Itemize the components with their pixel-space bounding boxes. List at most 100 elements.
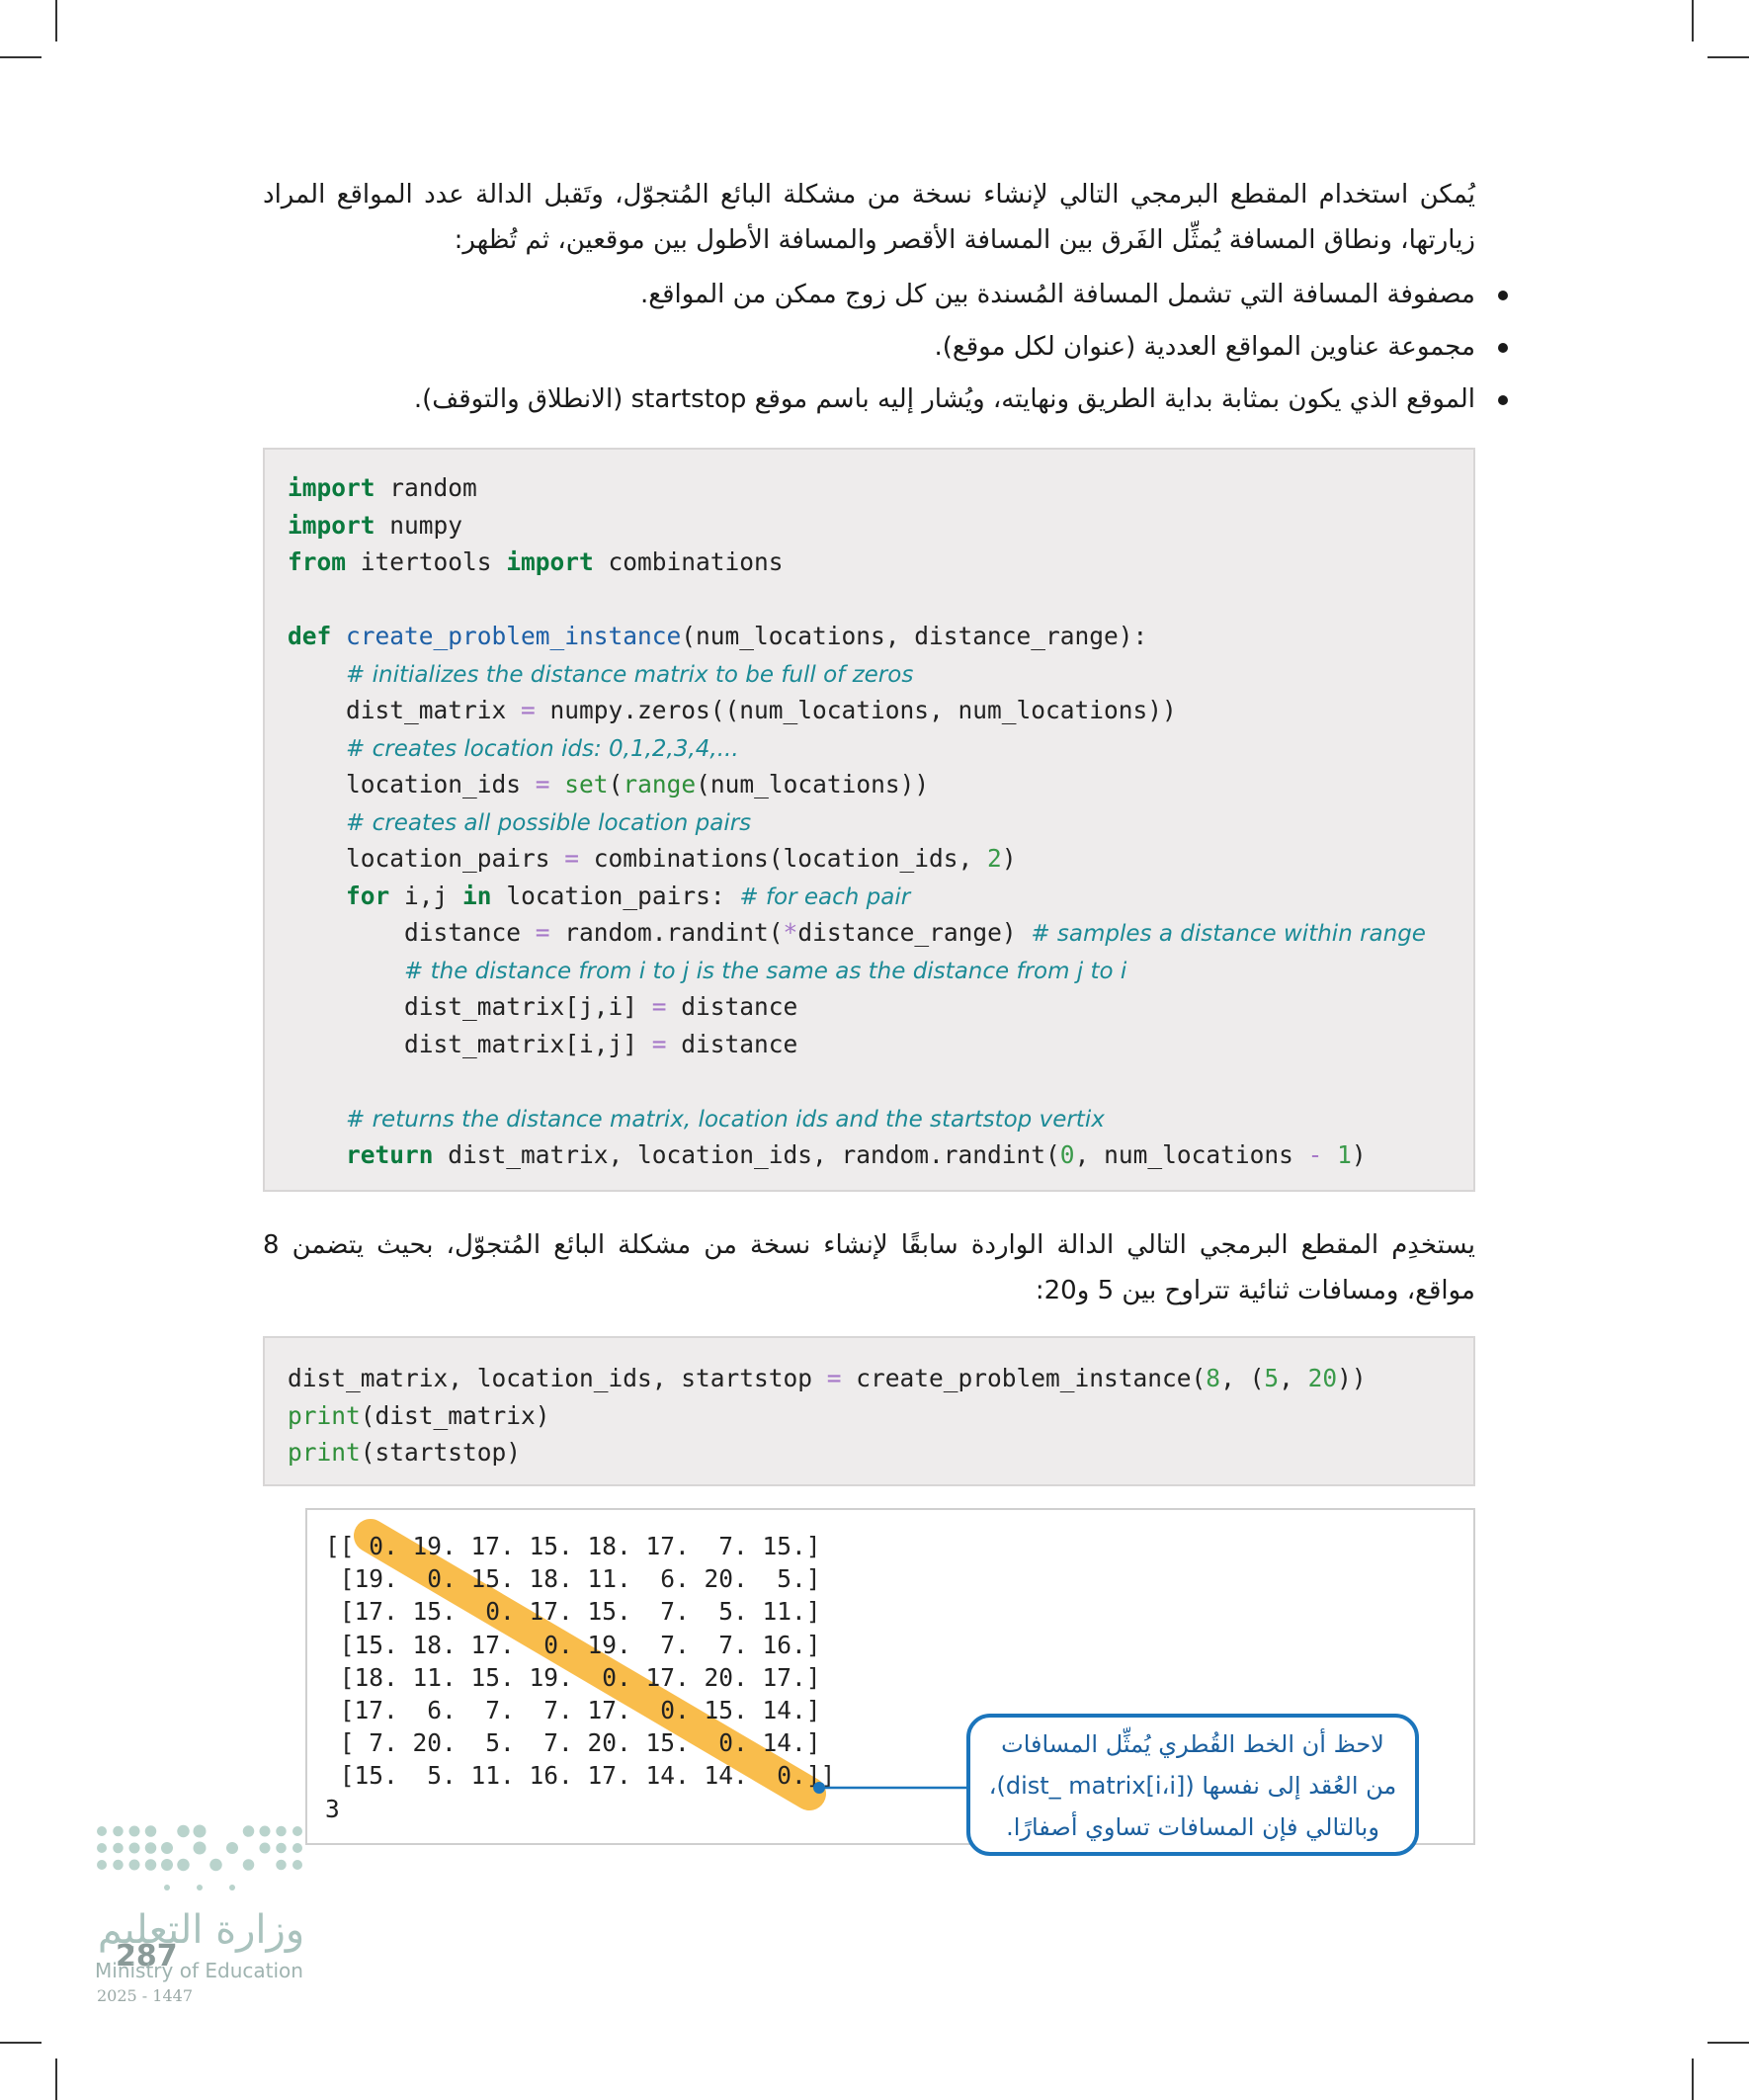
code-token: # creates location ids: 0,1,2,3,4,... (346, 735, 739, 762)
logo-dot (177, 1824, 190, 1838)
code-token: import (288, 473, 375, 502)
code-token: 0 (1059, 1140, 1075, 1169)
code-token: = (826, 1364, 842, 1392)
code-token: 1 (1337, 1140, 1352, 1169)
code-token: ( (608, 770, 624, 798)
output-line: [15. 5. 11. 16. 17. 14. 14. 0.]] (325, 1761, 836, 1791)
code-token: i,j (389, 881, 463, 910)
code-token: ) (1351, 1140, 1367, 1169)
logo-dot (97, 1860, 107, 1870)
logo-dot (113, 1842, 124, 1854)
logo-dot (242, 1859, 255, 1871)
code-line: for i,j in location_pairs: # for each pa… (288, 878, 1473, 915)
code-token: - (1307, 1140, 1323, 1169)
callout-line: وبالتالي فإن المسافات تساوي أصفارًا. (1006, 1813, 1379, 1841)
code-line: dist_matrix[j,i] = distance (288, 988, 1473, 1026)
code-token: (startstop) (360, 1438, 522, 1467)
code-token: = (521, 696, 536, 724)
code-token: distance_range) (797, 918, 1032, 947)
code-line: # creates location ids: 0,1,2,3,4,... (288, 729, 1473, 767)
logo-dot (144, 1859, 157, 1871)
output-line: [19. 0. 15. 18. 11. 6. 20. 5.] (325, 1564, 821, 1594)
logo-dot (242, 1825, 255, 1837)
years: 2025 - 1447 (97, 1986, 194, 2005)
code-token: distance (666, 992, 798, 1021)
bullet-item: مصفوفة المسافة التي تشمل المسافة المُسند… (309, 275, 1508, 314)
logo-dot (113, 1859, 124, 1871)
callout-box: لاحظ أن الخط القُطري يُمثِّل المسافات من… (966, 1714, 1419, 1856)
logo-dot (128, 1825, 140, 1837)
code-token: print (288, 1438, 361, 1467)
code-token: (num_locations, distance_range): (681, 622, 1148, 650)
code-line: # the distance from i to j is the same a… (288, 952, 1473, 989)
code-token: 20 (1307, 1364, 1338, 1392)
code-block: import random import numpy from itertools … (263, 448, 1475, 1192)
diagonal-highlight (354, 1519, 826, 1810)
code-block: dist_matrix, location_ids, startstop = c… (263, 1336, 1475, 1486)
code-line: # creates all possible location pairs (288, 803, 1473, 841)
code-token: dist_matrix[i,j] (288, 1029, 652, 1058)
code-line: # initializes the distance matrix to be … (288, 655, 1473, 693)
code-token: (num_locations)) (696, 770, 930, 798)
bullet-item: الموقع الذي يكون بمثابة بداية الطريق ونه… (309, 379, 1508, 419)
code-token: * (783, 918, 798, 947)
logo-dot (276, 1825, 287, 1837)
code-line: dist_matrix = numpy.zeros((num_locations… (288, 692, 1473, 729)
code-token: # the distance from i to j is the same a… (404, 958, 1127, 984)
code-token: location_pairs: (491, 881, 740, 910)
ministry-name-ar: وزارة التعليم (97, 1907, 305, 1953)
code-token: dist_matrix[j,i] (288, 992, 652, 1021)
code-line: dist_matrix[i,j] = distance (288, 1026, 1473, 1063)
code: import random import numpy from itertools … (265, 450, 1473, 1174)
logo-dot (97, 1843, 107, 1853)
logo-dot (193, 1824, 207, 1838)
code-token: = (651, 1029, 667, 1058)
output-line: [ 7. 20. 5. 7. 20. 15. 0. 14.] (325, 1728, 821, 1758)
code-token: dist_matrix, location_ids, random.randin… (433, 1140, 1060, 1169)
output-line: [18. 11. 15. 19. 0. 17. 20. 17.] (325, 1662, 821, 1692)
code-token: in (462, 881, 492, 910)
code-token: distance (666, 1029, 798, 1058)
code-token: # initializes the distance matrix to be … (346, 661, 914, 688)
code-section: import random import numpy from itertools … (288, 469, 1473, 581)
code-token: location_ids (288, 770, 536, 798)
logo-dot (128, 1859, 140, 1871)
code-token: random.randint( (549, 918, 784, 947)
code-token: itertools (346, 547, 507, 576)
code-token: def (288, 622, 332, 650)
code-token: numpy.zeros((num_locations, num_location… (535, 696, 1177, 724)
logo-dot (144, 1825, 157, 1837)
logo-dot (226, 1842, 238, 1854)
highlight-stripe (354, 1519, 826, 1810)
logo-dot (161, 1842, 173, 1854)
code-token: range (623, 770, 697, 798)
code-section: # returns the distance matrix, location … (288, 1100, 1473, 1174)
output-line: 3 (325, 1794, 340, 1823)
code-token: for (346, 881, 390, 910)
logo-dot (292, 1826, 302, 1836)
code-line: print(startstop) (288, 1434, 1473, 1471)
code-token: random (375, 473, 477, 502)
callout-line: من العُقد إلى نفسها (dist_ matrix[i،i])، (988, 1772, 1397, 1800)
code-token: = (651, 992, 667, 1021)
code-token: # for each pair (739, 883, 911, 910)
logo-dot (292, 1860, 302, 1870)
code-line: import random (288, 469, 1473, 507)
code-token: return (346, 1140, 434, 1169)
code-section: def create_problem_instance(num_location… (288, 618, 1473, 1062)
code-token: print (288, 1400, 361, 1430)
code-token: 5 (1264, 1364, 1280, 1392)
code-token: 2 (987, 844, 1002, 873)
logo-dot (229, 1885, 235, 1890)
code-token: , (1279, 1364, 1308, 1392)
code-line: location_pairs = combinations(location_i… (288, 840, 1473, 878)
code-token: = (535, 770, 550, 798)
logo-dot (197, 1885, 203, 1890)
logo-dot (161, 1859, 173, 1871)
code-token: combinations(location_ids, (579, 844, 988, 873)
logo-dot (164, 1885, 170, 1890)
code-line: def create_problem_instance(num_location… (288, 618, 1473, 655)
code-token: # samples a distance within range (1031, 921, 1426, 947)
logo-dot (144, 1842, 157, 1854)
